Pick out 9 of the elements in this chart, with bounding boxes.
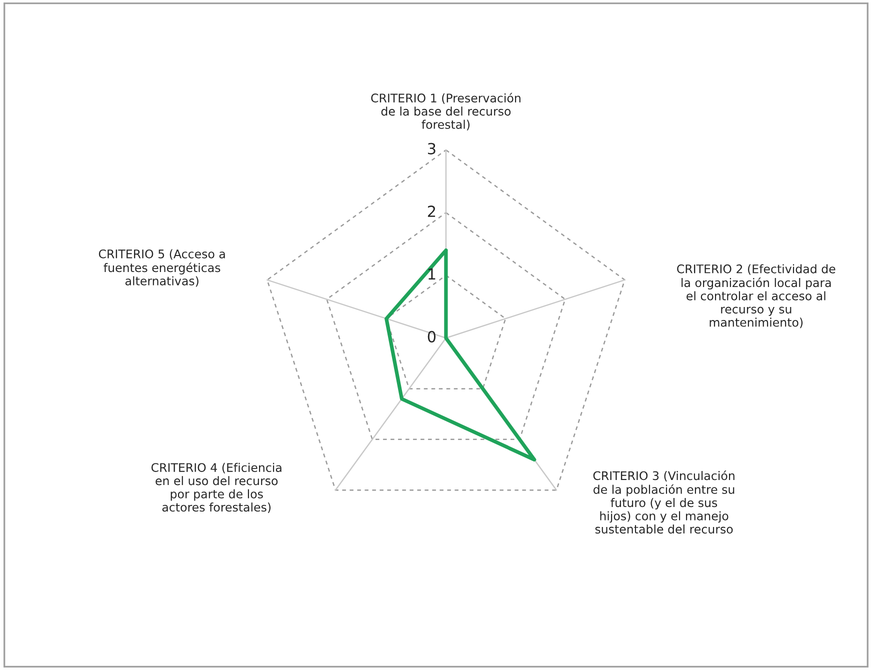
y-tick-label: 1 — [428, 268, 436, 280]
spoke-label: CRITERIO 2 (Efectividad de la organización local para el controlar el acceso al recurso y su mantenimiento) — [677, 264, 836, 328]
spoke-label: CRITERIO 5 (Acceso a fuentes energéticas alternativas) — [98, 249, 225, 287]
y-tick-label: 3 — [428, 142, 436, 154]
y-tick-label: 0 — [428, 330, 436, 342]
spoke-label: CRITERIO 1 (Preservación de la base del recurso forestal) — [371, 92, 520, 130]
spoke-label: CRITERIO 3 (Vinculación de la población entre su futuro (y el de sus hijos) con y el manejo sustentable del recurso — [593, 470, 734, 534]
y-tick-label: 2 — [428, 206, 436, 217]
spoke-label: CRITERIO 4 (Eficiencia en el uso del recurso por parte de los actores forestales) — [151, 462, 282, 514]
